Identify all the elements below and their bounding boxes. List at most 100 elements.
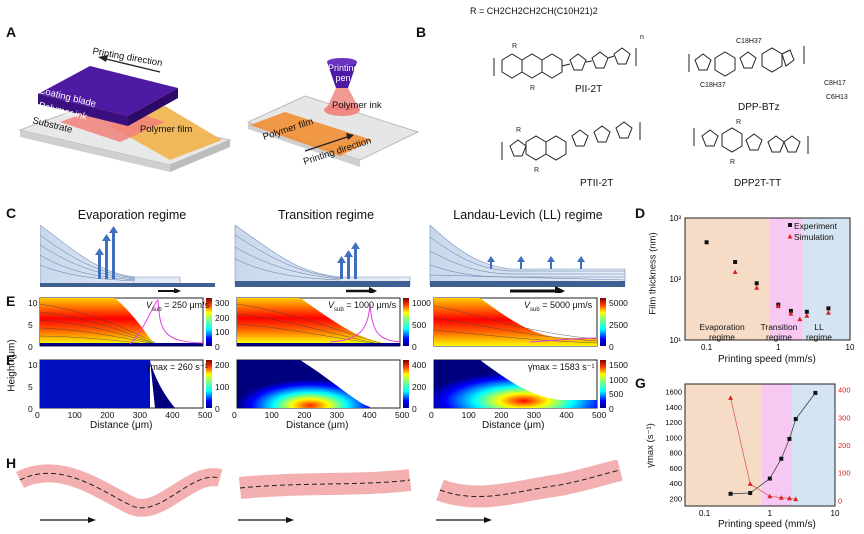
- experiment-point: [704, 240, 709, 245]
- colorbar-tick: 400: [412, 360, 427, 370]
- colorbar-tick: 200: [412, 382, 427, 392]
- simulation-point: [775, 303, 781, 309]
- y-tick-label: 1200: [665, 418, 682, 427]
- distance-tick: 300: [526, 410, 541, 420]
- panel-label-e: E: [6, 293, 16, 309]
- label-polymer-ink-right: Polymer ink: [332, 100, 382, 111]
- secondary-point: [767, 493, 773, 499]
- plot-frame: [684, 383, 836, 507]
- height-tick: 0: [28, 342, 33, 352]
- f2-gamma: γ̇max = 460 s⁻¹: [336, 362, 398, 372]
- f3-gamma: γ̇max = 1583 s⁻¹: [528, 362, 595, 372]
- film-thickness-chart: 10³ 10² 10¹ 0.1 1 10: [669, 214, 855, 352]
- x-tick-label: 10: [846, 343, 855, 352]
- plot-frame: [684, 217, 851, 341]
- y-tick-label: 10¹: [669, 336, 681, 345]
- colorbar-tick: 2500: [609, 320, 628, 330]
- panel-label-a: A: [6, 24, 17, 40]
- distance-label-2: Distance (μm): [286, 420, 349, 431]
- ll-region: [792, 384, 835, 506]
- e2-velocity: Vsub = 1000 μm/s: [328, 300, 396, 313]
- distance-tick: 200: [100, 410, 115, 420]
- d-legend-exp: Experiment: [794, 221, 837, 231]
- d-ylabel: Film thickness (nm): [647, 232, 659, 315]
- y-tick-label: 1600: [665, 388, 682, 397]
- gamma-point: [728, 491, 733, 496]
- colorbar-tick: 500: [609, 389, 624, 400]
- title-ll-regime: Landau-Levich (LL) regime: [453, 208, 603, 222]
- e2-sub: sub: [334, 306, 344, 313]
- secondary-point: [778, 495, 784, 500]
- e2-v: V: [328, 300, 335, 310]
- secondary-point: [728, 395, 734, 400]
- distance-tick: 100: [264, 410, 279, 420]
- gamma-point: [748, 491, 753, 496]
- colorbar-tick: 0: [609, 342, 614, 352]
- colorbar-tick: 0: [412, 342, 417, 352]
- sub-n: n: [640, 34, 644, 41]
- panel-label-h: H: [6, 455, 17, 471]
- d-xlabel: Printing speed (mm/s): [718, 354, 816, 365]
- secondary-point: [786, 495, 792, 501]
- colorbar-tick: 0: [412, 404, 417, 414]
- secondary-point: [793, 496, 799, 502]
- distance-tick: 200: [494, 410, 509, 420]
- meniscus-sketch-row: [40, 225, 626, 293]
- d-regime-trans: Transition regime: [760, 322, 798, 342]
- colorbar-tick: 0: [215, 404, 220, 414]
- simulation-point: [754, 285, 760, 290]
- transition-region: [761, 384, 793, 506]
- label-polymer-film-left: Polymer film: [140, 124, 193, 135]
- x-tick-label: 0.1: [699, 509, 711, 518]
- gamma-point: [767, 476, 772, 481]
- x-tick-label: 0.1: [701, 343, 713, 352]
- colorbar-tick: 1000: [609, 374, 628, 385]
- experiment-point: [788, 308, 793, 313]
- d-regime-evap: Evaporation regime: [699, 322, 745, 342]
- legend-marker-simulation: [787, 234, 793, 239]
- e1-value: = 250 μm/s: [161, 300, 210, 310]
- colorbar-tick: 100: [215, 382, 230, 392]
- y-tick-label: 200: [669, 494, 682, 503]
- distance-tick: 400: [559, 410, 574, 420]
- colorbar-tick: 0: [609, 404, 614, 414]
- gamma-point: [793, 417, 798, 422]
- d-legend-sim: Simulation: [794, 232, 834, 242]
- distance-tick: 0: [35, 410, 40, 420]
- distance-tick: 500: [198, 410, 213, 420]
- height-tick: 5: [28, 382, 33, 392]
- colorbar-tick: 500: [412, 320, 427, 330]
- evaporation-region: [685, 218, 770, 340]
- distance-tick: 0: [429, 410, 434, 420]
- svg-text:R: R: [512, 43, 517, 50]
- svg-text:R: R: [516, 127, 521, 134]
- distance-tick: 400: [165, 410, 180, 420]
- svg-text:R: R: [730, 159, 735, 166]
- y-tick-label: 800: [669, 449, 682, 458]
- y2-tick-label: 200: [838, 441, 851, 450]
- ll-region: [802, 218, 850, 340]
- y-tick-label: 1000: [665, 433, 682, 442]
- molecule-structures: R R R R R R: [493, 43, 809, 174]
- distance-tick: 500: [592, 410, 607, 420]
- g-xlabel: Printing speed (mm/s): [718, 519, 816, 530]
- distance-tick: 500: [395, 410, 410, 420]
- colorbar-tick: 100: [215, 327, 230, 338]
- molecule-label-pii-2t: PII-2T: [575, 84, 603, 95]
- colorbar-tick: 200: [215, 360, 230, 370]
- panel-a-illustration: [18, 55, 420, 172]
- y-tick-label: 10²: [669, 275, 681, 284]
- panel-label-b: B: [416, 24, 427, 40]
- height-axis-label: Height (μm): [6, 339, 18, 392]
- e1-v: V: [146, 300, 153, 310]
- y2-tick-label: 400: [838, 386, 851, 395]
- colorbar-tick: 300: [215, 298, 230, 308]
- gamma-point: [787, 436, 792, 441]
- svg-text:R: R: [534, 167, 539, 174]
- shear-rate-chart: 1600140012001000800600400200400300200100…: [665, 383, 851, 518]
- molecule-label-dpp2t-tt: DPP2T-TT: [734, 178, 782, 189]
- experiment-point: [754, 281, 759, 286]
- distance-tick: 400: [362, 410, 377, 420]
- height-tick: 10: [28, 360, 38, 370]
- d-regime-ll: LL regime: [806, 322, 832, 342]
